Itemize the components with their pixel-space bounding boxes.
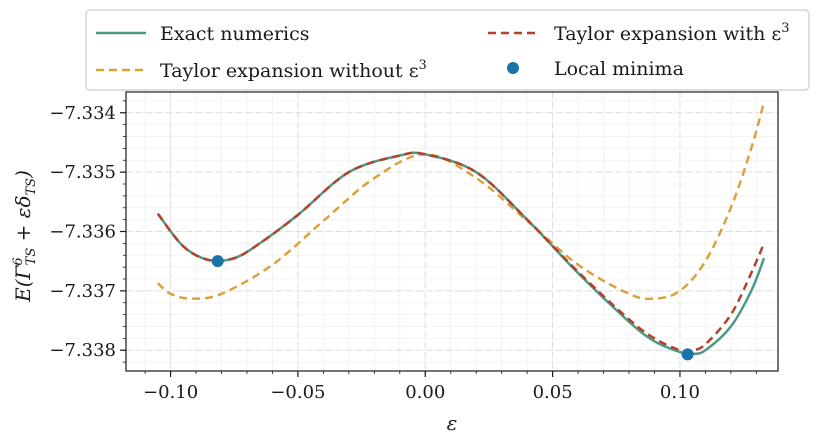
local-minimum-point-2 bbox=[681, 348, 694, 361]
y-tick-label: −7.338 bbox=[49, 340, 116, 361]
x-tick-label: 0.00 bbox=[405, 382, 445, 403]
x-tick-label: 0.10 bbox=[660, 382, 700, 403]
x-tick-label: 0.05 bbox=[533, 382, 573, 403]
ticks: −0.10 −0.05 0.00 0.05 0.10 −7.334 −7.335 −7.336… bbox=[49, 100, 757, 403]
y-axis-label: E(Γ6TS + εδTS) bbox=[11, 170, 39, 303]
series-line-exact-numerics bbox=[156, 151, 766, 356]
x-tick-label: −0.05 bbox=[270, 382, 325, 403]
legend-marker-minima bbox=[507, 62, 519, 74]
legend-label-with: Taylor expansion with ε3 bbox=[554, 21, 790, 45]
legend-label-without: Taylor expansion without ε3 bbox=[160, 58, 427, 82]
y-tick-label: −7.334 bbox=[49, 103, 116, 124]
x-tick-label: −0.10 bbox=[143, 382, 198, 403]
series bbox=[156, 101, 766, 356]
minima-points bbox=[211, 255, 694, 361]
legend-label-minima: Local minima bbox=[554, 58, 684, 80]
series-line-taylor-expansion-with bbox=[156, 151, 766, 353]
grid bbox=[126, 92, 778, 371]
local-minimum-point-1 bbox=[211, 255, 224, 268]
legend-label-exact: Exact numerics bbox=[160, 23, 310, 45]
y-tick-label: −7.337 bbox=[49, 281, 116, 302]
y-tick-label: −7.335 bbox=[49, 162, 116, 183]
legend-box bbox=[85, 9, 810, 91]
series-line-taylor-expansion-without bbox=[156, 101, 766, 301]
y-tick-label: −7.336 bbox=[49, 222, 116, 243]
x-axis-label: ε bbox=[447, 411, 458, 435]
legend: Exact numerics Taylor expansion without … bbox=[85, 9, 810, 91]
